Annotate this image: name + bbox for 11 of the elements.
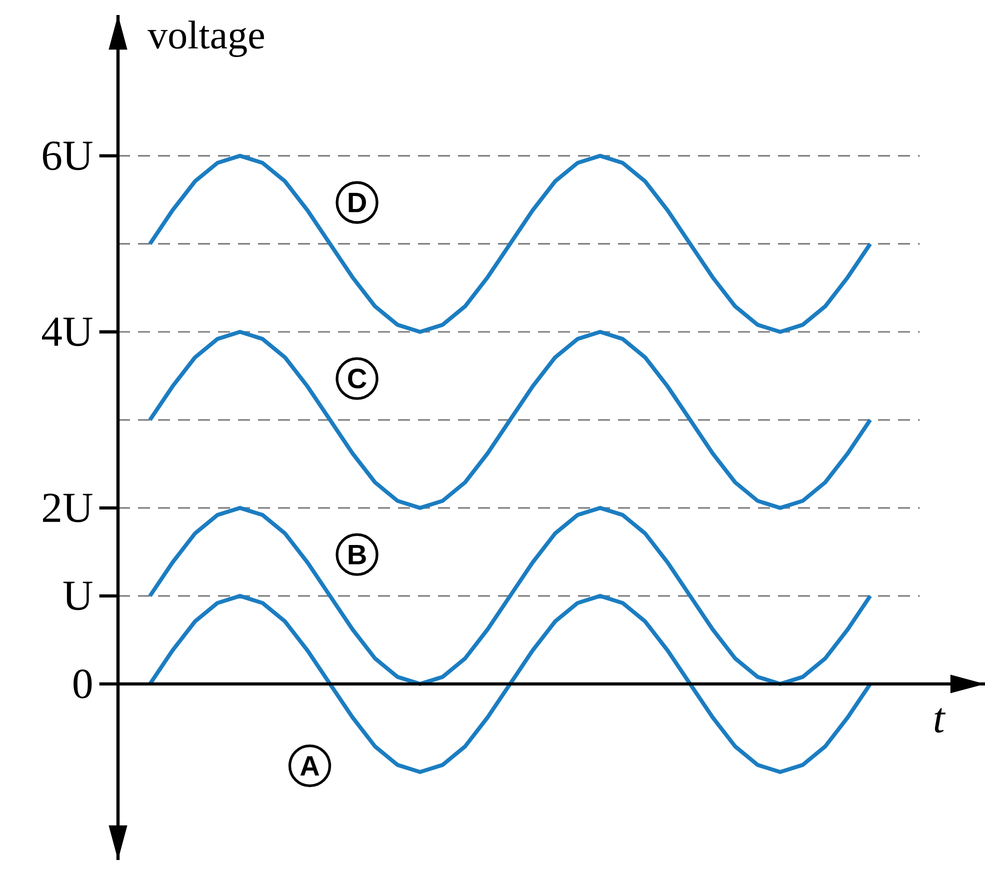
- y-tick-label: U: [63, 582, 92, 610]
- y-tick-label: 0: [74, 670, 92, 698]
- y-tick-label: 4U: [42, 318, 92, 346]
- series-label: B: [348, 544, 366, 564]
- y-tick-label: 6U: [42, 141, 92, 170]
- y-axis-title: voltage: [148, 20, 264, 57]
- series-label: A: [300, 756, 320, 776]
- series-label: D: [348, 192, 366, 212]
- series-label: C: [348, 368, 366, 388]
- y-tick-label: 2U: [43, 494, 92, 522]
- x-axis-title: t: [934, 708, 946, 733]
